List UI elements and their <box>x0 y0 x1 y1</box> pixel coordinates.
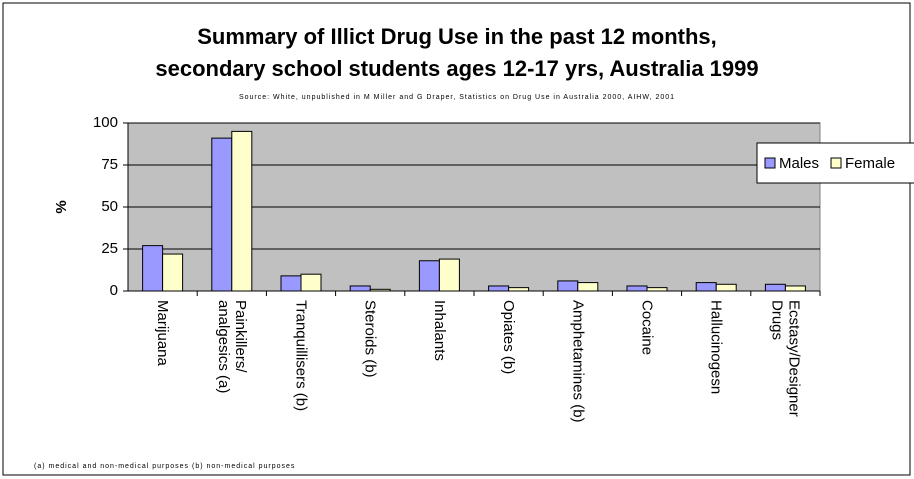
bar <box>162 253 184 292</box>
bar <box>438 258 460 292</box>
bar <box>508 287 530 292</box>
x-tick-label: Opiates (b) <box>500 300 518 375</box>
footnote: (a) medical and non-medical purposes (b)… <box>34 463 295 470</box>
x-tick-label: Steroids (b) <box>361 300 379 378</box>
bar <box>369 288 391 292</box>
bar <box>646 287 668 292</box>
bar <box>784 285 806 292</box>
x-tick-label: Cocaine <box>638 300 656 356</box>
bar <box>695 282 717 292</box>
y-tick-label: 100 <box>93 114 118 131</box>
chart-subtitle: secondary school students ages 12-17 yrs… <box>155 56 758 81</box>
bar <box>715 283 737 292</box>
x-tick-label: Inhalants <box>430 300 448 361</box>
bar <box>418 260 440 292</box>
bar <box>626 285 648 292</box>
bar <box>211 137 233 292</box>
x-tick-label: Amphetamines (b) <box>569 300 587 423</box>
legend-swatch <box>830 157 842 169</box>
y-axis-label: % <box>53 200 70 213</box>
bar <box>280 275 302 292</box>
chart-title: Summary of Illict Drug Use in the past 1… <box>197 24 717 49</box>
bar <box>142 245 164 292</box>
y-tick-label: 25 <box>101 240 118 257</box>
x-tick-label: Marijuana <box>154 300 172 366</box>
x-tick-label: Tranquillisers (b) <box>292 300 310 412</box>
y-tick-label: 0 <box>110 282 118 299</box>
legend-label: Female <box>845 155 895 172</box>
y-tick-label: 50 <box>101 198 118 215</box>
bar <box>557 280 579 292</box>
x-tick-label: Ecstasy/Designer Drugs <box>768 300 803 417</box>
bar <box>488 285 510 292</box>
bar <box>231 130 253 292</box>
x-tick-label: Hallucinogesn <box>707 300 725 395</box>
bar <box>764 283 786 292</box>
source-note: Source: White, unpublished in M Miller a… <box>239 94 675 101</box>
bar <box>349 285 371 292</box>
bar <box>577 282 599 292</box>
legend-swatch <box>764 157 776 169</box>
bar <box>300 273 322 292</box>
y-tick-label: 75 <box>101 156 118 173</box>
x-tick-label: Painkillers/ analgesics (a) <box>214 300 249 394</box>
legend-label: Males <box>779 155 819 172</box>
